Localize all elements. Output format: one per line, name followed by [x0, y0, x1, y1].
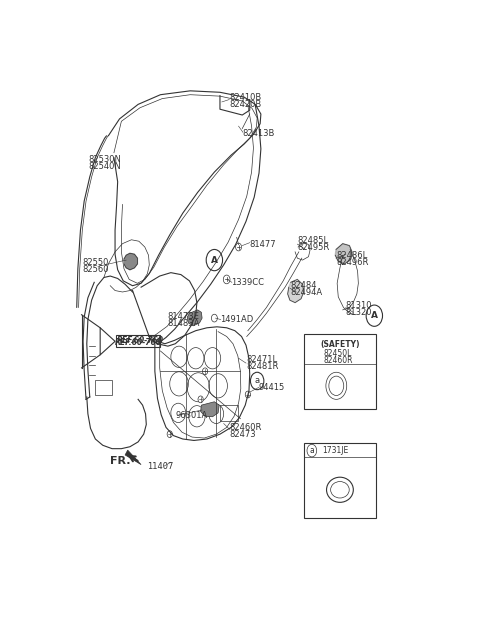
- Polygon shape: [125, 450, 141, 465]
- Text: 82460R: 82460R: [229, 423, 262, 432]
- Text: 1731JE: 1731JE: [322, 446, 348, 455]
- Text: 82460R: 82460R: [324, 356, 353, 365]
- Text: (SAFETY): (SAFETY): [320, 340, 360, 349]
- Text: 82420B: 82420B: [229, 100, 262, 109]
- Text: 82530N: 82530N: [88, 155, 121, 164]
- Text: 81483A: 81483A: [167, 319, 200, 328]
- Text: 82484: 82484: [290, 281, 316, 290]
- Bar: [116, 335, 160, 347]
- Bar: [304, 443, 376, 518]
- Text: 82495R: 82495R: [297, 244, 330, 252]
- Text: 96301A: 96301A: [175, 411, 207, 420]
- Text: a: a: [310, 446, 314, 455]
- Circle shape: [245, 391, 251, 398]
- Text: 11407: 11407: [147, 462, 174, 470]
- Circle shape: [198, 396, 203, 403]
- Polygon shape: [335, 244, 352, 264]
- Text: 82494A: 82494A: [290, 288, 322, 298]
- Polygon shape: [201, 402, 219, 417]
- Text: REF.60-760: REF.60-760: [115, 338, 162, 347]
- Text: 82560: 82560: [83, 265, 109, 274]
- Text: 82540N: 82540N: [88, 162, 120, 171]
- Circle shape: [167, 431, 172, 438]
- Text: 82413B: 82413B: [242, 129, 275, 138]
- Text: 82496R: 82496R: [336, 258, 368, 267]
- Text: FR.: FR.: [110, 456, 131, 466]
- Text: 82550: 82550: [83, 258, 108, 267]
- Text: 1339CC: 1339CC: [231, 278, 264, 287]
- Circle shape: [203, 368, 208, 375]
- Text: A: A: [211, 256, 218, 264]
- Text: 82450L: 82450L: [324, 349, 352, 357]
- Polygon shape: [288, 279, 304, 303]
- Text: REF.60-760: REF.60-760: [117, 337, 164, 345]
- Text: 82471L: 82471L: [246, 355, 277, 364]
- Text: 82473: 82473: [229, 430, 256, 439]
- Text: 1491AD: 1491AD: [220, 315, 253, 324]
- Text: 81477: 81477: [250, 240, 276, 249]
- Text: a: a: [254, 376, 260, 386]
- Text: 82410B: 82410B: [229, 92, 262, 102]
- Text: 82485L: 82485L: [297, 236, 328, 246]
- Polygon shape: [187, 310, 202, 326]
- Text: 81320: 81320: [346, 308, 372, 317]
- Polygon shape: [124, 253, 137, 270]
- Text: A: A: [371, 311, 378, 320]
- Text: 82486L: 82486L: [336, 251, 367, 260]
- Text: 81310: 81310: [346, 301, 372, 310]
- Text: 94415: 94415: [258, 382, 285, 392]
- Text: 81473E: 81473E: [167, 311, 199, 321]
- Bar: [304, 334, 376, 409]
- Text: 82481R: 82481R: [246, 362, 278, 371]
